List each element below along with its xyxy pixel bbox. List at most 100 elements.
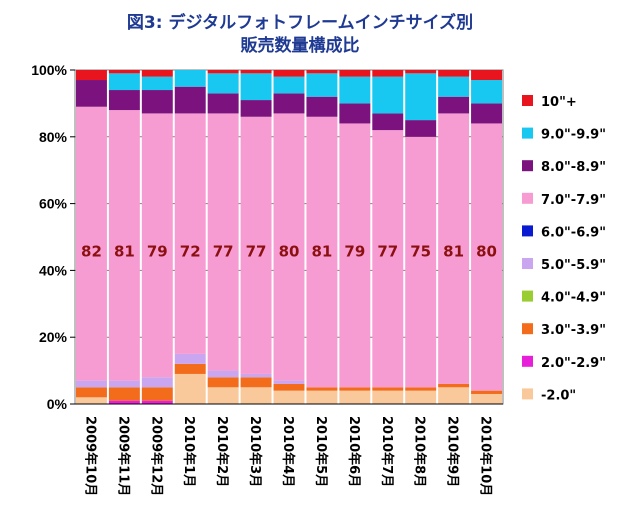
bar-segment: [339, 387, 371, 391]
bar-segment: [372, 387, 404, 391]
bar-segment: [372, 390, 404, 404]
bar-segment: [207, 93, 239, 114]
bar-segment: [405, 120, 437, 137]
x-tick-label: 2010年2月: [214, 416, 230, 487]
data-label: 77: [377, 242, 398, 260]
legend-swatch: [522, 225, 533, 237]
legend-label: 8.0"-8.9": [541, 160, 606, 175]
bar-segment: [174, 113, 206, 354]
bar-segment: [240, 70, 272, 74]
bar-segment: [75, 380, 107, 388]
bar-segment: [273, 390, 305, 404]
x-tick-label: 2010年4月: [280, 416, 296, 487]
bar-segment: [141, 113, 173, 378]
legend-swatch: [522, 290, 533, 302]
bar-segment: [108, 400, 140, 404]
bar-segment: [273, 383, 305, 391]
legend-swatch: [522, 95, 533, 106]
bar-segment: [207, 113, 239, 371]
bar-segment: [471, 123, 503, 391]
bar-segment: [306, 96, 338, 117]
bar-segment: [438, 96, 470, 114]
y-tick-label: 40%: [39, 262, 68, 278]
legend-label: 5.0"-5.9": [541, 258, 606, 273]
bar-segment: [108, 110, 140, 381]
bar-segment: [339, 123, 371, 388]
bar-segment: [108, 90, 140, 111]
bar-segment: [108, 70, 140, 74]
x-tick-label: 2010年5月: [313, 416, 329, 487]
plot-area: 0% 20% 40% 60% 80% 100% 82 2009年10月 81 2009年11月 79…: [31, 62, 504, 496]
legend-label: 9.0"-9.9": [541, 128, 606, 143]
bar-segment: [273, 113, 305, 381]
bar-segment: [438, 387, 470, 404]
data-label: 80: [476, 242, 497, 260]
bar-segment: [75, 387, 107, 398]
legend-label: 7.0"-7.9": [541, 193, 606, 208]
data-label: 81: [443, 242, 464, 260]
x-tick-label: 2010年9月: [445, 416, 461, 487]
y-tick-label: 80%: [39, 129, 68, 145]
bar-segment: [273, 380, 305, 384]
bar-segment: [471, 103, 503, 124]
bar-segment: [306, 387, 338, 391]
bar-segment: [174, 373, 206, 404]
x-tick-label: 2010年3月: [247, 416, 263, 487]
bar-segment: [405, 70, 437, 74]
x-tick-label: 2009年12月: [148, 416, 164, 496]
bar-segment: [438, 383, 470, 388]
bar-segment: [141, 76, 173, 91]
bar-segment: [306, 73, 338, 97]
bar-segment: [108, 387, 140, 401]
bar-segment: [141, 377, 173, 388]
bar-segment: [108, 73, 140, 91]
bar-segment: [405, 390, 437, 404]
bar-segment: [174, 353, 206, 364]
bar-segment: [108, 380, 140, 388]
data-label: 77: [213, 242, 234, 260]
y-tick-label: 60%: [39, 196, 68, 212]
bar-segment: [405, 136, 437, 388]
bar-segment: [438, 76, 470, 97]
bar-segment: [339, 390, 371, 404]
legend-swatch: [522, 192, 533, 204]
legend-swatch: [522, 160, 533, 172]
bar-segment: [240, 100, 272, 117]
bar-segment: [207, 377, 239, 388]
legend: 10"+ 9.0"-9.9" 8.0"-8.9" 7.0"-7.9" 6.0"-6.9"…: [522, 95, 606, 403]
bar-segment: [471, 390, 503, 394]
chart-title-line1: 図3: デジタルフォトフレームインチサイズ別: [127, 12, 473, 33]
bar-segment: [141, 70, 173, 77]
bar-segment: [240, 387, 272, 404]
x-tick-label: 2010年6月: [346, 416, 362, 487]
bar-segment: [174, 70, 206, 87]
chart-title-line2: 販売数量構成比: [241, 35, 360, 56]
data-label: 81: [311, 242, 332, 260]
bar-segment: [471, 80, 503, 104]
legend-label: -2.0": [541, 388, 576, 403]
bar-segment: [471, 393, 503, 404]
bar-segment: [174, 86, 206, 114]
x-tick-label: 2010年1月: [181, 416, 197, 487]
bar-segment: [306, 116, 338, 388]
bar-segment: [372, 113, 404, 131]
bar-segment: [306, 70, 338, 74]
bar-segment: [75, 106, 107, 381]
x-tick-label: 2010年7月: [379, 416, 395, 487]
data-label: 75: [410, 242, 431, 260]
bar-segment: [339, 76, 371, 104]
legend-label: 4.0"-4.9": [541, 291, 606, 306]
bar-segment: [405, 387, 437, 391]
legend-swatch: [522, 258, 533, 269]
legend-swatch: [522, 388, 533, 400]
legend-swatch: [522, 355, 533, 367]
x-tick-label: 2009年11月: [115, 416, 131, 496]
bar-segment: [273, 76, 305, 94]
x-tick-label: 2010年8月: [412, 416, 428, 487]
bar-segment: [471, 70, 503, 81]
legend-label: 6.0"-6.9": [541, 225, 606, 240]
legend-label: 3.0"-3.9": [541, 323, 606, 338]
bar-segment: [207, 387, 239, 404]
y-tick-label: 0%: [47, 396, 68, 412]
bar-segment: [207, 70, 239, 74]
